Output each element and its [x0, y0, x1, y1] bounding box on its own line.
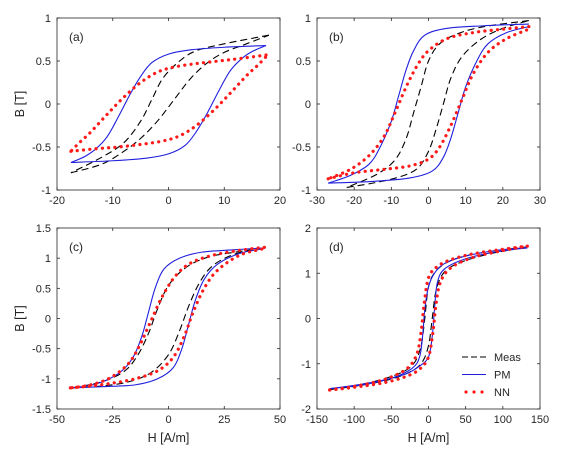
series-pm-descending [72, 247, 265, 389]
x-tick-label: -20 [346, 195, 362, 207]
y-tick-label: 0 [305, 99, 311, 111]
series-nn-ascending [328, 244, 529, 392]
x-tick-label: -10 [383, 195, 399, 207]
x-tick-label: -150 [306, 414, 328, 426]
x-tick-label: -50 [49, 414, 65, 426]
panel-b: -30 -20 -10 0 10 20 30 -1 -0.5 0 0.5 1 (b) [292, 13, 546, 207]
y-tick-label: 1 [45, 253, 51, 265]
y-tick-label: 0 [45, 99, 51, 111]
y-tick-label: 0.5 [36, 56, 51, 68]
x-tick-label: 50 [274, 414, 286, 426]
legend-label-nn: NN [494, 387, 510, 399]
panel-d: -150 -100 -50 0 50 100 150 -2 -1 0 1 2 (d) H [A/m] Mea… [301, 223, 549, 445]
series-meas-descending [72, 247, 265, 389]
series-pm-descending [327, 23, 529, 184]
series-nn-descending [328, 244, 529, 392]
legend-marker-nn [464, 390, 468, 394]
series-meas-descending [329, 246, 528, 391]
x-tick-label: 0 [425, 195, 431, 207]
legend-label-pm: PM [494, 370, 511, 382]
series-meas-ascending [329, 246, 528, 391]
y-tick-label: -0.5 [292, 142, 311, 154]
y-tick-label: 0 [305, 314, 311, 326]
legend: Meas PM NN [462, 352, 521, 399]
y-tick-label: -0.5 [32, 344, 51, 356]
x-tick-label: 10 [218, 195, 230, 207]
y-tick-label: -1 [41, 185, 51, 197]
series-nn-descending [68, 245, 266, 390]
legend-marker-nn [472, 390, 476, 394]
x-tick-label: 50 [460, 414, 472, 426]
y-tick-label: 0 [45, 314, 51, 326]
panel-label: (b) [329, 30, 344, 44]
x-tick-label: -100 [343, 414, 365, 426]
y-tick-label: -1 [41, 374, 51, 386]
panel-label: (a) [69, 30, 84, 44]
series-meas-ascending [70, 34, 270, 174]
series-nn-descending [326, 25, 531, 181]
x-tick-label: 0 [425, 414, 431, 426]
x-tick-label: -30 [309, 195, 325, 207]
series-meas-descending [346, 20, 529, 188]
y-tick-label: 1 [305, 13, 311, 25]
panel-a: -20 -10 0 10 20 -1 -0.5 0 0.5 1 (a) B [T] [13, 13, 286, 207]
legend-marker-nn [480, 390, 484, 394]
y-axis-label: B [T] [13, 91, 27, 117]
x-tick-label: 20 [497, 195, 509, 207]
curves [326, 20, 531, 188]
x-axis-label: H [A/m] [408, 431, 450, 445]
y-tick-label: 1.5 [36, 223, 51, 235]
series-pm-ascending [328, 26, 529, 184]
axes-frame [56, 227, 281, 410]
series-nn-ascending [326, 27, 531, 181]
series-nn-descending [69, 53, 268, 153]
series-meas-descending [70, 34, 269, 174]
y-tick-label: -1 [301, 185, 311, 197]
x-tick-label: 25 [218, 414, 230, 426]
x-tick-label: -25 [105, 414, 121, 426]
y-tick-label: -1.5 [32, 404, 51, 416]
curves [328, 244, 529, 392]
curves [68, 245, 266, 390]
x-tick-label: -20 [49, 195, 65, 207]
x-tick-label: 10 [460, 195, 472, 207]
axes-frame [316, 227, 541, 410]
x-tick-label: 20 [274, 195, 286, 207]
y-tick-label: 0.5 [36, 283, 51, 295]
x-tick-label: 30 [534, 195, 546, 207]
panel-label: (d) [329, 240, 344, 254]
panel-label: (c) [69, 240, 83, 254]
curves [69, 34, 270, 174]
series-pm-ascending [72, 247, 265, 389]
series-nn-ascending [69, 55, 268, 153]
panel-c: -50 -25 0 25 50 -1.5 -1 -0.5 0 0.5 1 1.5 (c) B [T] H [… [13, 223, 286, 445]
y-tick-label: 1 [45, 13, 51, 25]
series-meas-ascending [72, 247, 265, 389]
series-meas-ascending [346, 20, 530, 188]
legend-label-meas: Meas [494, 352, 521, 364]
y-tick-label: 1 [305, 268, 311, 280]
x-axis-label: H [A/m] [148, 431, 190, 445]
series-pm-descending [329, 246, 528, 390]
x-tick-label: 100 [494, 414, 512, 426]
y-tick-label: 2 [305, 223, 311, 235]
x-tick-label: -10 [105, 195, 121, 207]
axes-frame [316, 17, 541, 191]
series-pm-ascending [329, 247, 528, 390]
x-tick-label: 0 [165, 414, 171, 426]
y-tick-label: 0.5 [296, 56, 311, 68]
y-tick-label: -2 [301, 404, 311, 416]
y-tick-label: -0.5 [32, 142, 51, 154]
series-nn-ascending [68, 246, 266, 390]
x-tick-label: 0 [165, 195, 171, 207]
y-tick-label: -1 [301, 359, 311, 371]
x-tick-label: 150 [531, 414, 549, 426]
y-axis-label: B [T] [13, 305, 27, 331]
x-tick-label: -50 [383, 414, 399, 426]
